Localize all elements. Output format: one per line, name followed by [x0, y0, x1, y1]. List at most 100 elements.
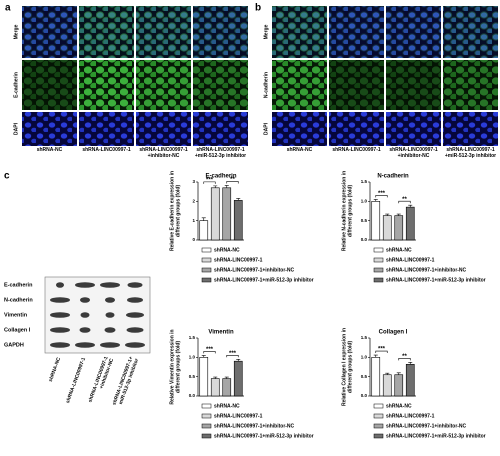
stain-signal	[136, 60, 191, 110]
legend-label: shRNA-NC	[386, 247, 412, 253]
stain-signal	[272, 60, 327, 110]
chart-title: Collagen I	[379, 330, 408, 336]
y-tick-label: 1	[192, 218, 195, 223]
legend-label: shRNA-NC	[214, 247, 240, 253]
stain-signal	[329, 60, 384, 110]
column-label: shRNA-LINC00997-1	[332, 147, 381, 153]
blot-band	[126, 312, 144, 318]
legend-swatch	[373, 277, 384, 283]
merge-signal	[443, 6, 498, 58]
legend-label: shRNA-LINC00997-1	[386, 413, 435, 419]
bar	[371, 357, 381, 397]
dapi-image	[386, 112, 441, 146]
bar	[199, 220, 209, 241]
significance-mark: ***	[378, 191, 386, 197]
significance-bracket	[226, 354, 239, 358]
significance-bracket	[375, 195, 388, 198]
bar	[405, 206, 415, 241]
dapi-image	[329, 112, 384, 146]
blot-band	[80, 297, 90, 303]
stain-signal	[193, 60, 248, 110]
error-bar	[408, 204, 413, 208]
blot-band	[125, 342, 145, 348]
protein-label: Vimentin	[4, 312, 28, 318]
error-bar	[236, 358, 241, 362]
significance-bracket	[203, 181, 216, 184]
row-label: Merge	[263, 24, 269, 39]
row-label: DAPI	[13, 122, 19, 135]
bar	[210, 187, 220, 241]
legend-label: shRNA-LINC00997-1+miR-512-3p inhibitor	[386, 433, 486, 439]
legend-swatch	[201, 257, 212, 263]
legend-swatch	[373, 423, 384, 429]
significance-mark: **	[402, 197, 407, 203]
error-bar	[408, 362, 413, 365]
legend-swatch	[373, 403, 384, 409]
blot-band	[104, 327, 116, 333]
legend-label: shRNA-NC	[386, 403, 412, 409]
dapi-image	[79, 112, 134, 146]
y-tick-label: 0.0	[189, 393, 196, 398]
error-bar	[385, 213, 390, 216]
y-tick-label: 1.5	[361, 335, 368, 340]
row-label: DAPI	[263, 122, 269, 135]
y-tick-label: 0.0	[361, 237, 368, 242]
chart-title: E-cadherin	[205, 174, 236, 180]
column-label: shRNA-LINC00997-1 +inhibitor-NC	[389, 147, 438, 159]
stain-signal	[22, 60, 77, 110]
significance-mark: ***	[229, 351, 237, 357]
merge-signal	[136, 6, 191, 58]
blot-band	[127, 282, 143, 288]
blot-band	[50, 327, 70, 333]
legend-swatch	[201, 267, 212, 273]
y-tick-label: 1.0	[361, 199, 368, 204]
column-label: shRNA-LINC00997-1 +miR-512-3p inhibitor	[444, 147, 497, 159]
error-bar	[373, 354, 378, 358]
bar	[222, 187, 232, 241]
bar	[371, 201, 381, 241]
row-label: E-cadherin	[13, 72, 19, 98]
chart-title: Vimentin	[208, 330, 234, 336]
bar	[222, 378, 232, 397]
legend-label: shRNA-LINC00997-1+miR-512-3p inhibitor	[214, 433, 314, 439]
chart-title: N-cadherin	[377, 174, 409, 180]
significance-mark: **	[402, 354, 407, 360]
protein-label: E-cadherin	[4, 282, 33, 288]
y-axis-label: Relative N-cadherin expression in differ…	[341, 170, 354, 252]
merge-signal	[22, 6, 77, 58]
protein-label: N-cadherin	[4, 297, 33, 303]
merge-signal	[329, 6, 384, 58]
legend-label: shRNA-LINC00997-1+inhibitor-NC	[386, 267, 467, 273]
legend-label: shRNA-LINC00997-1	[386, 257, 435, 263]
merge-signal	[386, 6, 441, 58]
blot-band	[50, 312, 70, 318]
dapi-image	[272, 112, 327, 146]
blot-band	[56, 282, 64, 288]
significance-bracket	[375, 350, 388, 354]
stain-signal	[386, 60, 441, 110]
blot-band	[105, 297, 115, 303]
dapi-image	[443, 112, 498, 146]
protein-label: GAPDH	[4, 342, 24, 348]
stain-signal	[79, 60, 134, 110]
panel-label: a	[5, 3, 11, 14]
column-label: shRNA-NC	[36, 147, 63, 153]
bar	[233, 200, 243, 241]
column-label: shRNA-LINC00997-1 +miR-512-3p inhibitor	[194, 147, 247, 159]
error-bar	[385, 372, 390, 375]
blot-band	[50, 342, 70, 348]
legend-label: shRNA-LINC00997-1	[214, 413, 263, 419]
row-label: Merge	[13, 24, 19, 39]
y-tick-label: 2	[192, 199, 195, 204]
y-tick-label: 0.5	[361, 374, 368, 379]
legend-swatch	[201, 413, 212, 419]
stain-signal	[443, 60, 498, 110]
legend-swatch	[201, 277, 212, 283]
significance-mark: **	[230, 177, 235, 183]
bar	[394, 215, 404, 241]
blot-band	[79, 327, 91, 333]
blot-band	[75, 342, 95, 348]
y-tick-label: 0.5	[361, 218, 368, 223]
